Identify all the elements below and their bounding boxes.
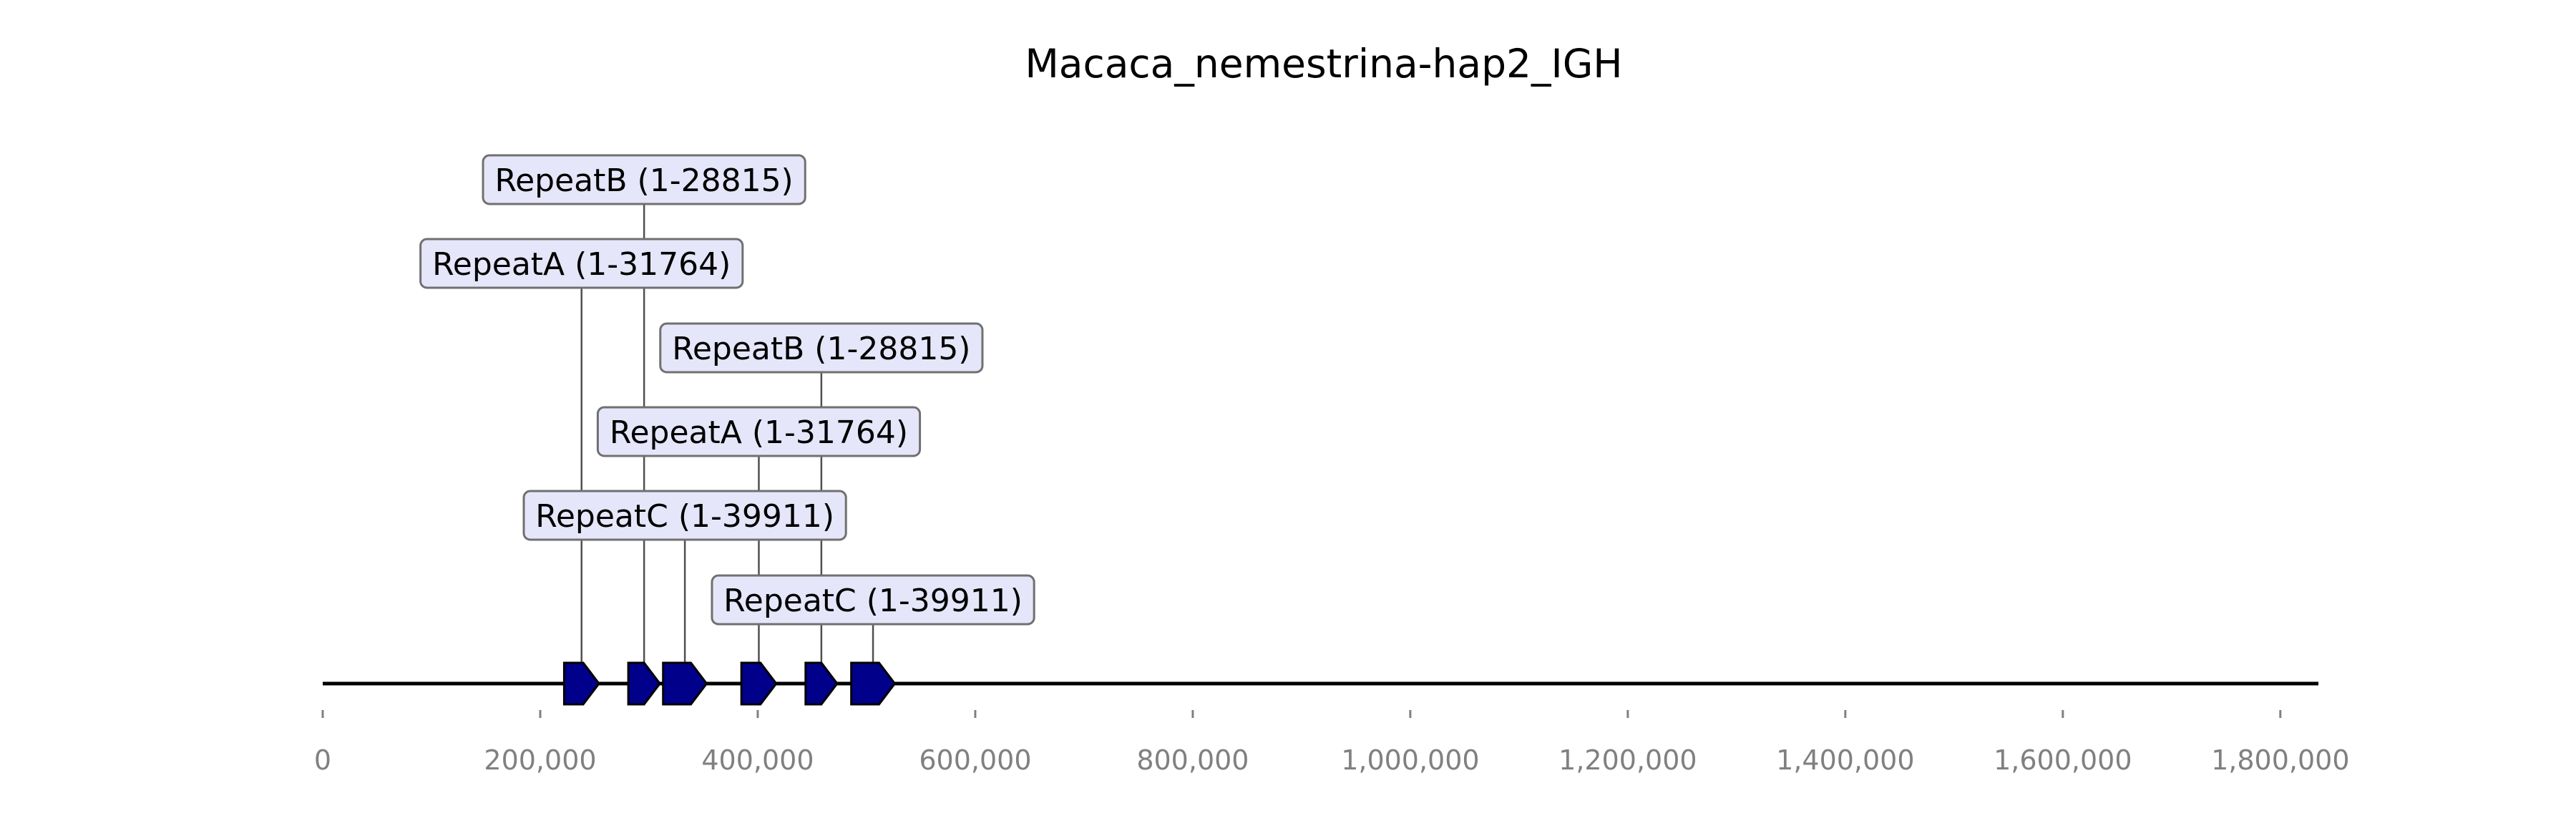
- feature-arrows: [562, 661, 897, 706]
- feature-label: RepeatC (1-39911): [535, 498, 834, 535]
- feature-label: RepeatB (1-28815): [495, 162, 794, 199]
- x-tick-label: 1,600,000: [1994, 744, 2132, 776]
- figure-title: Macaca_nemestrina-hap2_IGH: [1025, 41, 1622, 87]
- x-tick-label: 400,000: [701, 744, 814, 776]
- feature-labels: RepeatA (1-31764) RepeatB (1-28815) Repeat…: [419, 154, 1035, 626]
- feature-arrow: [804, 661, 839, 706]
- feature-label: RepeatB (1-28815): [672, 331, 970, 367]
- feature-label: RepeatA (1-31764): [432, 246, 731, 283]
- feature-arrow: [562, 661, 600, 706]
- x-tick-label: 800,000: [1136, 744, 1249, 776]
- feature-label-box: [711, 574, 1035, 626]
- x-tick-label: 1,800,000: [2211, 744, 2349, 776]
- feature-label: RepeatA (1-31764): [610, 414, 908, 451]
- feature-label-box: [596, 406, 922, 457]
- x-tick-label: 200,000: [484, 744, 596, 776]
- x-tick-label: 600,000: [919, 744, 1031, 776]
- feature-arrow: [627, 661, 662, 706]
- feature-label-box: [659, 322, 984, 374]
- feature-arrow: [850, 661, 897, 706]
- feature-label-box: [419, 238, 744, 289]
- x-tick-label: 1,400,000: [1776, 744, 1914, 776]
- x-axis: 0 200,000 400,000 600,000 800,000 1,000,000 1,…: [314, 710, 2350, 776]
- feature-label-box: [522, 490, 847, 541]
- x-tick-label: 1,000,000: [1341, 744, 1479, 776]
- feature-arrow: [662, 661, 708, 706]
- feature-arrow: [740, 661, 778, 706]
- x-tick-label: 1,200,000: [1558, 744, 1697, 776]
- x-tick-label: 0: [314, 744, 331, 776]
- feature-label: RepeatC (1-39911): [723, 583, 1023, 619]
- feature-label-box: [482, 154, 806, 205]
